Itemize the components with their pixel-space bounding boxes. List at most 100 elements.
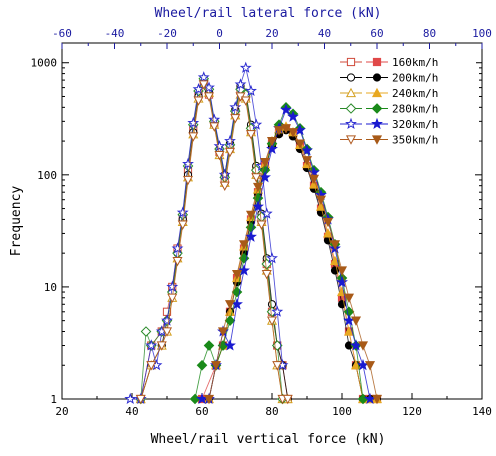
legend-marker	[371, 135, 383, 145]
vertical-data-point	[329, 240, 341, 250]
lateral-data-point	[224, 134, 236, 147]
legend-label: 280km/h	[392, 103, 438, 116]
vertical-data-point	[224, 315, 236, 326]
lateral-data-point	[161, 327, 173, 337]
legend-label: 160km/h	[392, 56, 438, 69]
x-axis-title: Wheel/rail vertical force (kN)	[151, 432, 386, 447]
x-tick-label: 60	[195, 405, 208, 418]
vertical-data-point	[308, 174, 320, 185]
x-tick-label: 140	[472, 405, 492, 418]
lateral-data-point	[197, 71, 210, 83]
lateral-data-point	[166, 280, 179, 292]
legend-marker	[372, 73, 382, 82]
vertical-data-point	[217, 327, 229, 337]
x2-tick-label: 20	[265, 27, 278, 40]
vertical-data-point	[266, 142, 278, 155]
y-tick-label: 1000	[31, 57, 58, 70]
legend-label: 200km/h	[392, 72, 438, 85]
lateral-data-point	[214, 150, 225, 161]
axes-layer: 20 40 60 80 100 120 140 -60 -40 -20 0 20 40 60 80 100 1 1…	[31, 27, 492, 418]
lateral-data-point	[213, 139, 226, 152]
lateral-data-point	[146, 361, 157, 371]
lateral-data-point	[272, 361, 283, 371]
vertical-data-point	[266, 136, 278, 147]
vertical-data-point	[336, 276, 348, 288]
x2-tick-label: 40	[318, 27, 331, 40]
lateral-data-point	[187, 116, 200, 129]
lateral-data-point	[271, 305, 284, 317]
lateral-data-point	[266, 316, 278, 326]
vertical-series-line	[201, 127, 377, 400]
lateral-data-point	[219, 181, 230, 191]
lateral-data-point	[192, 83, 205, 95]
lateral-data-point	[124, 392, 137, 405]
lateral-data-point	[240, 96, 251, 106]
lateral-data-point	[182, 157, 194, 170]
vertical-data-point	[301, 156, 313, 166]
vertical-series-350kmh	[203, 124, 383, 405]
legend-label: 240km/h	[392, 87, 438, 100]
legend-marker	[345, 87, 357, 98]
lateral-data-point	[198, 80, 209, 90]
x-tick-label: 100	[332, 405, 352, 418]
vertical-data-point	[196, 359, 208, 371]
x2-axis-title: Wheel/rail lateral force (kN)	[155, 6, 382, 21]
vertical-series-line	[208, 129, 377, 400]
legend-label: 320km/h	[392, 118, 438, 131]
vertical-series-line	[208, 127, 378, 400]
lateral-series-line	[140, 83, 288, 400]
lateral-series-350kmh	[135, 80, 293, 405]
vertical-data-point	[231, 270, 243, 280]
lateral-data-point	[230, 114, 241, 124]
lateral-data-point	[224, 147, 236, 158]
lateral-data-point	[251, 173, 262, 183]
vertical-data-point	[336, 266, 348, 276]
vertical-data-point	[371, 394, 383, 405]
y-tick-label: 100	[37, 169, 57, 182]
vertical-data-point	[224, 300, 236, 310]
lateral-data-point	[234, 78, 247, 90]
vertical-data-point	[322, 217, 334, 228]
series-layer	[124, 61, 383, 405]
vertical-data-point	[245, 210, 257, 221]
vertical-data-point	[343, 326, 355, 336]
lateral-data-point	[260, 207, 273, 219]
vertical-data-point	[280, 124, 292, 134]
vertical-data-point	[287, 110, 299, 122]
vertical-data-point	[238, 240, 250, 250]
vertical-data-point	[252, 182, 264, 193]
x-tick-label: 80	[265, 405, 278, 418]
x2-tick-label: -20	[157, 27, 177, 40]
legend-marker	[346, 57, 356, 67]
vertical-data-point	[364, 361, 376, 371]
vertical-series-240kmh	[203, 121, 383, 404]
lateral-data-point	[167, 293, 178, 304]
lateral-data-point	[182, 175, 194, 186]
vertical-data-point	[315, 195, 327, 205]
legend-label: 350km/h	[392, 134, 438, 147]
vertical-data-point	[280, 103, 292, 115]
x-tick-label: 40	[125, 405, 138, 418]
legend-marker	[345, 117, 357, 130]
lateral-data-point	[176, 206, 189, 218]
legend-marker	[371, 103, 383, 114]
lateral-data-point	[245, 130, 257, 140]
vertical-data-point	[203, 340, 215, 351]
lateral-data-point	[218, 168, 231, 180]
lateral-data-point	[140, 326, 152, 337]
x-tick-label: 20	[55, 405, 68, 418]
y-axis-title: Frequency	[9, 186, 24, 257]
lateral-data-point	[171, 242, 184, 254]
lateral-data-point	[208, 113, 221, 125]
vertical-data-point	[252, 200, 264, 212]
y-tick-label: 1	[50, 393, 57, 406]
lateral-data-point	[193, 96, 204, 106]
vertical-data-point	[238, 264, 250, 276]
lateral-series-line	[130, 66, 283, 400]
x2-tick-label: 60	[370, 27, 383, 40]
vertical-data-point	[350, 316, 362, 326]
x2-tick-label: 0	[216, 27, 223, 40]
lateral-data-point	[145, 339, 158, 351]
